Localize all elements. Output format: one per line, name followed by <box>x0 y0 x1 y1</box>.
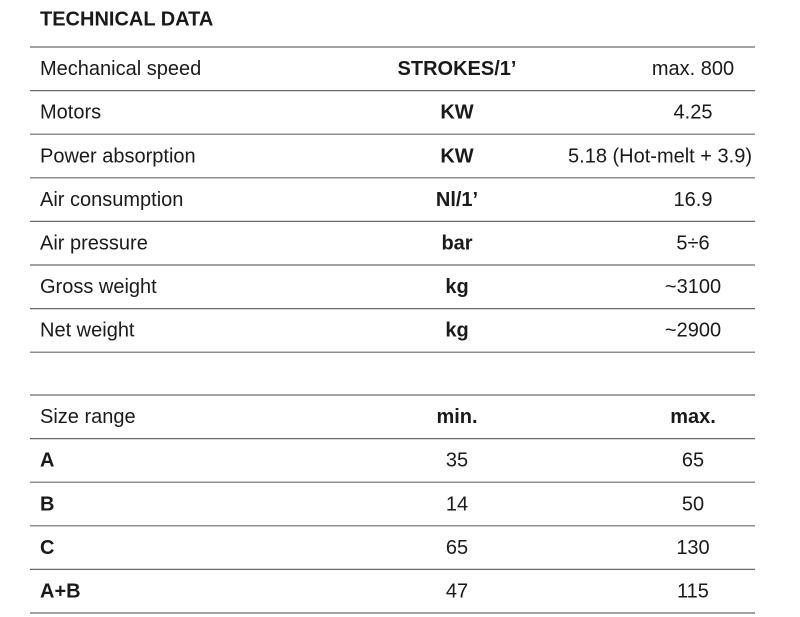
spec-value: 16.9 <box>674 189 713 211</box>
spec-value: 5.18 (Hot-melt + 3.9) <box>568 145 752 167</box>
spec-unit: KW <box>440 102 473 124</box>
spec-unit: kg <box>445 276 468 298</box>
spec-label: Gross weight <box>40 276 157 298</box>
size-max: 65 <box>682 450 704 472</box>
spec-value: 5÷6 <box>676 232 709 254</box>
spec-unit: STROKES/1’ <box>398 58 517 80</box>
size-min: 14 <box>446 493 468 515</box>
spec-value: ~3100 <box>665 276 721 298</box>
spec-label: Mechanical speed <box>40 58 201 80</box>
size-label: C <box>40 537 54 559</box>
size-max: 130 <box>676 537 709 559</box>
spec-label: Power absorption <box>40 145 196 167</box>
spec-unit: Nl/1’ <box>436 189 478 211</box>
spec-label: Air pressure <box>40 232 148 254</box>
size-header: Size range <box>40 406 136 428</box>
size-min: 47 <box>446 580 468 602</box>
size-label: A <box>40 450 54 472</box>
spec-label: Net weight <box>40 320 135 342</box>
spec-unit: bar <box>441 232 472 254</box>
size-label: A+B <box>40 580 81 602</box>
spec-value: 4.25 <box>674 102 713 124</box>
size-min: 35 <box>446 450 468 472</box>
spec-value: ~2900 <box>665 320 721 342</box>
size-header: min. <box>436 406 477 428</box>
spec-label: Air consumption <box>40 189 183 211</box>
size-label: B <box>40 493 54 515</box>
size-max: 50 <box>682 493 704 515</box>
spec-unit: KW <box>440 145 473 167</box>
title: TECHNICAL DATA <box>40 8 213 30</box>
spec-value: max. 800 <box>652 58 734 80</box>
spec-label: Motors <box>40 102 101 124</box>
spec-unit: kg <box>445 320 468 342</box>
size-header: max. <box>670 406 716 428</box>
size-min: 65 <box>446 537 468 559</box>
size-max: 115 <box>677 580 709 602</box>
